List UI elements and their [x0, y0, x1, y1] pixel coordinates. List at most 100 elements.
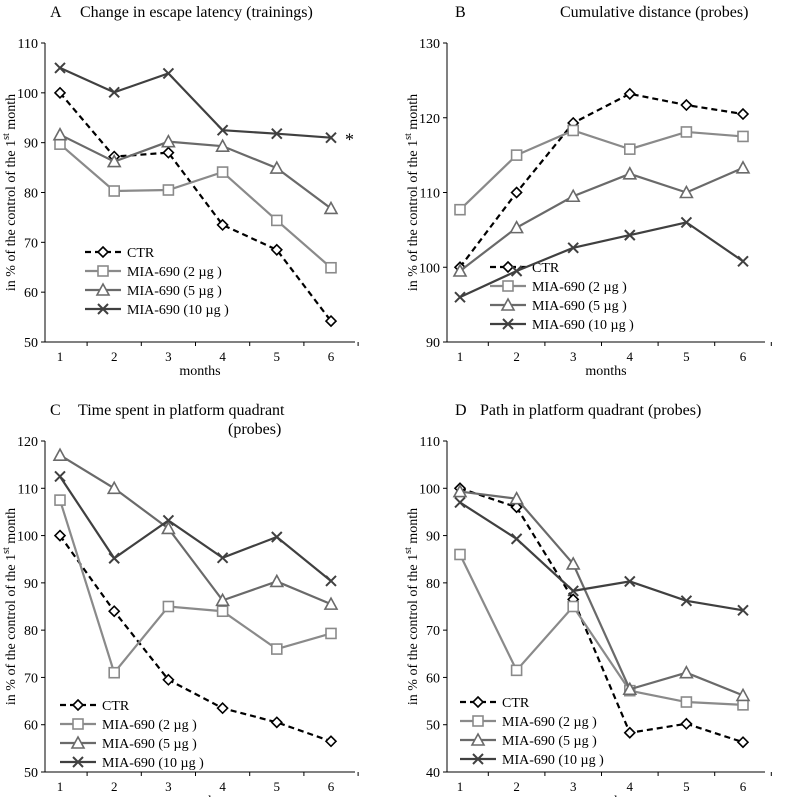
series-1 — [54, 494, 337, 679]
series-line — [459, 221, 744, 299]
x-tick-label: 2 — [513, 349, 520, 364]
legend-label: MIA-690 (2 µg ) — [532, 280, 627, 295]
square-marker — [97, 265, 109, 277]
triangle-marker — [735, 687, 751, 702]
legend-label: MIA-690 (5 µg ) — [102, 737, 197, 752]
cross-marker — [624, 229, 636, 241]
triangle-marker — [323, 596, 339, 610]
significance-annotation: * — [345, 130, 354, 150]
y-axis-label: in % of the control of the 1st month — [1, 94, 19, 291]
diamond-marker — [510, 501, 523, 514]
legend-entry: MIA-690 (5 µg ) — [490, 297, 627, 314]
diamond-marker — [270, 716, 283, 729]
legend-label: MIA-690 (10 µg ) — [102, 756, 204, 771]
panel-d: D Path in platform quadrant (probes) 40 50 6… — [403, 402, 772, 797]
y-tick-label: 110 — [420, 435, 440, 450]
triangle-marker — [52, 127, 68, 141]
triangle-marker — [161, 133, 176, 148]
panel-title-line2: (probes) — [228, 421, 281, 438]
cross-marker — [737, 255, 749, 267]
panel-title: Path in platform quadrant (probes) — [480, 402, 701, 419]
panel-letter: D — [455, 402, 467, 419]
diamond-marker — [736, 107, 750, 121]
diamond-marker — [680, 717, 693, 730]
triangle-marker — [509, 491, 524, 505]
legend-label: MIA-690 (2 µg ) — [502, 715, 597, 730]
legend-label: MIA-690 (5 µg ) — [127, 284, 222, 299]
square-marker — [108, 185, 120, 197]
series-1 — [454, 124, 749, 216]
y-tick-label: 50 — [426, 719, 440, 734]
triangle-marker — [679, 665, 694, 679]
series-0 — [53, 86, 338, 328]
cross-marker — [680, 216, 693, 229]
y-tick-label: 100 — [419, 482, 440, 497]
triangle-marker — [622, 681, 638, 696]
y-tick-label: 60 — [426, 671, 440, 686]
square-marker — [325, 261, 337, 274]
square-marker — [216, 605, 229, 618]
triangle-marker — [452, 483, 468, 498]
x-tick-label: 2 — [513, 779, 520, 794]
legend-label: CTR — [532, 261, 560, 276]
series-2 — [52, 447, 339, 610]
legend-label: CTR — [102, 699, 130, 714]
diamond-marker — [270, 243, 283, 256]
y-tick-label: 90 — [426, 336, 440, 351]
y-tick-label: 50 — [24, 766, 38, 781]
y-tick-label: 50 — [24, 336, 38, 351]
legend-entry: MIA-690 (10 µg ) — [85, 303, 229, 318]
y-tick-label: 120 — [419, 112, 440, 127]
legend-entry: CTR — [85, 245, 155, 261]
series-0 — [453, 87, 750, 274]
cross-marker — [54, 62, 66, 74]
y-tick-label: 90 — [426, 530, 440, 545]
series-line — [59, 66, 332, 139]
panel-title: Cumulative distance (probes) — [560, 4, 748, 21]
series-line — [58, 499, 332, 675]
y-tick-label: 70 — [426, 624, 440, 639]
cross-marker — [502, 318, 514, 330]
x-tick-label: 6 — [740, 779, 747, 794]
cross-marker — [216, 124, 229, 136]
legend-label: MIA-690 (10 µg ) — [532, 318, 634, 333]
x-tick-label: 6 — [328, 779, 335, 794]
square-marker — [567, 600, 580, 613]
triangle-marker — [470, 732, 486, 746]
legend-entry: MIA-690 (2 µg ) — [60, 718, 197, 733]
legend-label: CTR — [127, 246, 155, 261]
cross-marker — [162, 514, 175, 527]
legend-entry: MIA-690 (10 µg ) — [60, 756, 204, 771]
triangle-marker — [735, 160, 751, 174]
panel-c: C Time spent in platform quadrant (probes)… — [1, 402, 359, 797]
square-marker — [502, 280, 514, 292]
legend-entry: MIA-690 (2 µg ) — [85, 265, 222, 280]
x-tick-label: 2 — [111, 779, 118, 794]
square-marker — [454, 548, 466, 561]
series-1 — [54, 138, 337, 274]
legend-entry: MIA-690 (10 µg ) — [490, 318, 634, 333]
series-3 — [54, 470, 337, 587]
panel-title: Change in escape latency (trainings) — [80, 4, 313, 21]
square-marker — [510, 149, 523, 161]
square-marker — [510, 664, 523, 677]
x-tick-label: 5 — [274, 779, 281, 794]
series-line — [59, 143, 332, 269]
triangle-marker — [565, 556, 581, 570]
y-tick-label: 100 — [17, 530, 38, 545]
x-tick-label: 4 — [219, 779, 226, 794]
triangle-marker — [269, 160, 285, 174]
triangle-marker — [565, 188, 581, 203]
legend-entry: CTR — [460, 695, 530, 711]
legend-entry: MIA-690 (5 µg ) — [460, 732, 597, 749]
y-tick-label: 70 — [24, 671, 38, 686]
legend-label: MIA-690 (5 µg ) — [532, 299, 627, 314]
x-tick-label: 3 — [165, 779, 172, 794]
x-tick-label: 3 — [570, 779, 577, 794]
square-marker — [737, 699, 749, 711]
x-tick-label: 2 — [111, 349, 118, 364]
y-tick-label: 90 — [24, 577, 38, 592]
square-marker — [737, 130, 749, 143]
triangle-marker — [323, 200, 339, 215]
cross-marker — [472, 753, 484, 765]
